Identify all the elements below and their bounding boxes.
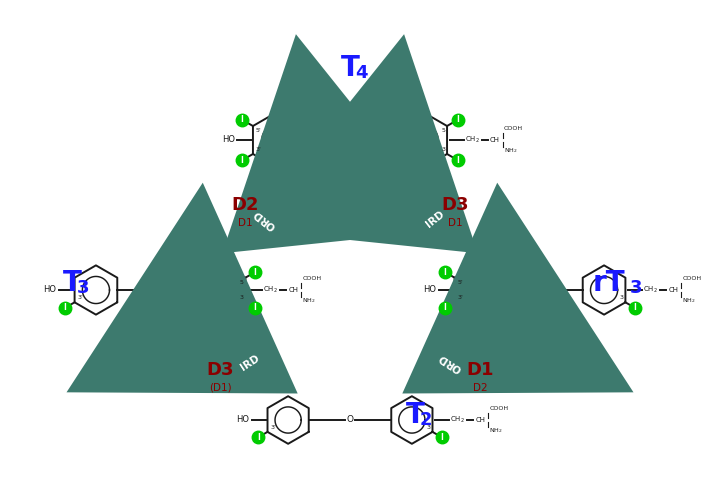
Text: IRD: IRD [424, 209, 446, 229]
Text: I: I [64, 303, 67, 312]
Text: D3: D3 [442, 196, 469, 214]
Text: HO: HO [423, 285, 437, 295]
Text: rT: rT [592, 269, 625, 297]
Text: O: O [536, 284, 543, 294]
Text: 3: 3 [239, 295, 244, 300]
Text: CH$_2$: CH$_2$ [465, 135, 480, 145]
Text: I: I [241, 115, 244, 124]
Text: 3: 3 [427, 425, 430, 430]
Text: 3: 3 [77, 279, 89, 297]
Text: HO: HO [222, 136, 235, 145]
Text: NH$_2$: NH$_2$ [504, 147, 517, 156]
Text: I: I [634, 303, 637, 312]
Text: (D1): (D1) [208, 383, 232, 393]
Text: CH: CH [668, 287, 678, 293]
Text: CH: CH [475, 417, 486, 423]
Text: T: T [340, 54, 359, 82]
Text: I: I [241, 156, 244, 165]
Text: CH$_2$: CH$_2$ [451, 415, 465, 425]
Text: D2: D2 [472, 383, 487, 393]
Text: NH$_2$: NH$_2$ [303, 297, 316, 306]
Text: 5: 5 [441, 128, 445, 133]
Text: T: T [62, 269, 81, 297]
Text: 5: 5 [239, 280, 244, 285]
Text: COOH: COOH [504, 127, 523, 132]
Text: CH: CH [289, 287, 298, 293]
Text: D1: D1 [238, 218, 252, 228]
Text: 2: 2 [420, 411, 432, 429]
Text: COOH: COOH [682, 276, 701, 281]
Text: D1: D1 [466, 361, 494, 379]
Text: CH$_2$: CH$_2$ [644, 285, 658, 295]
Text: I: I [456, 156, 459, 165]
Text: D2: D2 [231, 196, 259, 214]
Text: I: I [440, 433, 443, 442]
Text: I: I [253, 268, 256, 277]
Text: ORD: ORD [252, 207, 278, 231]
Text: O: O [157, 284, 164, 294]
Text: COOH: COOH [303, 276, 322, 281]
Text: CH$_2$: CH$_2$ [263, 285, 278, 295]
Text: IRD: IRD [239, 353, 261, 372]
Text: 5': 5' [256, 128, 262, 133]
Text: NH$_2$: NH$_2$ [682, 297, 696, 306]
Text: I: I [444, 303, 446, 312]
Text: 3: 3 [619, 295, 623, 300]
Text: 3: 3 [630, 279, 642, 297]
Text: I: I [253, 303, 256, 312]
Text: 4: 4 [355, 64, 367, 82]
Text: D3: D3 [206, 361, 234, 379]
Text: COOH: COOH [489, 407, 509, 412]
Text: NH$_2$: NH$_2$ [489, 426, 503, 435]
Text: 5': 5' [458, 280, 463, 285]
Text: HO: HO [44, 285, 57, 295]
Text: I: I [257, 433, 260, 442]
Text: ORD: ORD [437, 351, 463, 374]
Text: 3': 3' [78, 295, 84, 300]
Text: O: O [347, 135, 354, 144]
Text: T: T [406, 401, 425, 429]
Text: 3': 3' [270, 425, 277, 430]
Text: O: O [347, 414, 354, 423]
Text: HO: HO [237, 415, 249, 424]
Text: 3: 3 [441, 147, 445, 152]
Text: I: I [444, 268, 446, 277]
Text: D1: D1 [448, 218, 463, 228]
Text: CH: CH [490, 137, 500, 143]
Text: 3': 3' [458, 295, 463, 300]
Text: 3': 3' [256, 147, 262, 152]
Text: I: I [456, 115, 459, 124]
